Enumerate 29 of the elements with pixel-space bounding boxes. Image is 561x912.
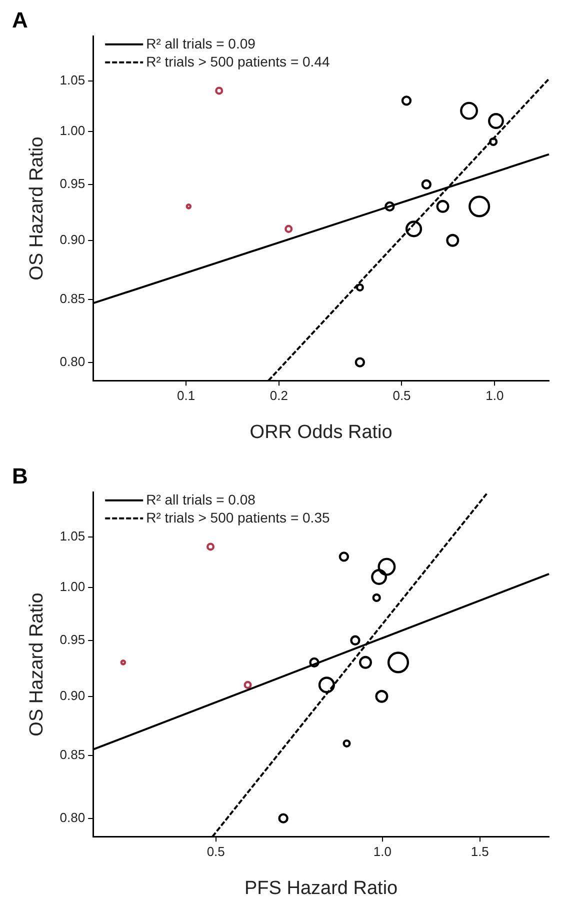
y-tick-label: 1.05 <box>60 72 86 88</box>
y-tick-label: 1.00 <box>60 578 86 594</box>
x-tick-label: 0.5 <box>206 844 225 859</box>
y-tick-label: 0.95 <box>60 632 86 647</box>
x-tick-label: 0.2 <box>270 388 288 403</box>
legend-label: R² all trials = 0.08 <box>146 491 256 508</box>
legend-label: R² all trials = 0.09 <box>146 35 256 52</box>
y-tick-label: 0.85 <box>60 747 86 762</box>
legend-label: R² trials > 500 patients = 0.35 <box>146 509 330 526</box>
y-tick-label: 0.95 <box>60 176 86 191</box>
y-tick-label: 1.05 <box>60 528 86 544</box>
x-tick-label: 1.0 <box>486 388 504 403</box>
y-tick-label: 0.90 <box>60 688 86 703</box>
x-axis-title: ORR Odds Ratio <box>250 422 392 443</box>
x-tick-label: 1.0 <box>373 844 392 859</box>
y-tick-label: 0.85 <box>60 291 86 306</box>
chart-title: A <box>12 7 28 32</box>
y-tick-label: 0.80 <box>60 354 86 369</box>
x-tick-label: 1.5 <box>470 844 489 859</box>
y-axis-title: OS Hazard Ratio <box>26 136 48 280</box>
y-tick-label: 0.90 <box>60 232 86 247</box>
legend-label: R² trials > 500 patients = 0.44 <box>146 53 330 70</box>
x-tick-label: 0.5 <box>392 388 411 403</box>
y-tick-label: 0.80 <box>60 810 86 825</box>
chart-title: B <box>12 463 28 488</box>
x-tick-label: 0.1 <box>176 388 196 403</box>
x-axis-title: PFS Hazard Ratio <box>244 878 398 899</box>
y-tick-label: 1.00 <box>60 122 86 138</box>
y-axis-title: OS Hazard Ratio <box>26 592 48 736</box>
